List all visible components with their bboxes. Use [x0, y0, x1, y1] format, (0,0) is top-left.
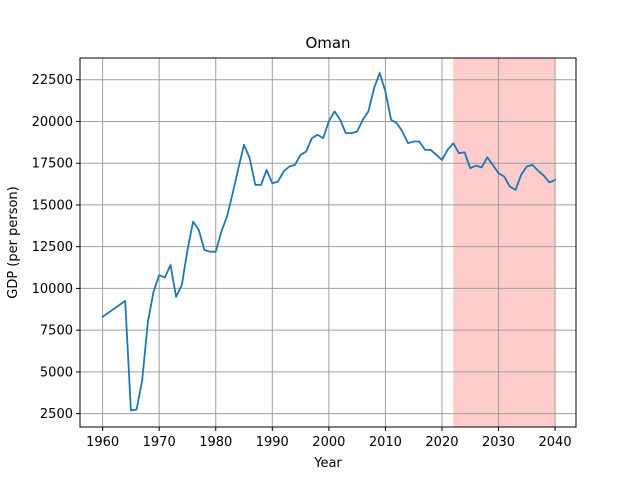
x-tick-label: 1960 [86, 435, 119, 450]
y-tick-label: 20000 [32, 115, 73, 130]
x-axis-ticks: 1960 1970 1980 1990 2000 2010 2020 2030 2040 [86, 427, 572, 450]
shaded-region-layer [453, 58, 556, 427]
y-tick-label: 15000 [32, 198, 73, 213]
x-tick-label: 1980 [199, 435, 232, 450]
shaded-region [453, 58, 556, 427]
chart-title: Oman [305, 34, 350, 52]
y-axis-label: GDP (per person) [6, 186, 21, 299]
x-tick-label: 1990 [256, 435, 289, 450]
y-tick-label: 12500 [32, 240, 73, 255]
plot-frame [79, 57, 577, 428]
y-axis-ticks: 2500 5000 7500 10000 12500 15000 17500 20000 225… [32, 73, 80, 422]
x-tick-label: 2010 [369, 435, 402, 450]
x-tick-label: 1970 [143, 435, 176, 450]
x-tick-label: 2020 [425, 435, 458, 450]
x-axis-label: Year [313, 456, 342, 471]
gdp-series-line [101, 72, 556, 412]
series-line-layer [101, 72, 556, 412]
y-tick-label: 17500 [32, 157, 73, 172]
y-tick-label: 2500 [40, 407, 73, 422]
x-tick-label: 2030 [482, 435, 515, 450]
x-tick-label: 2000 [312, 435, 345, 450]
x-tick-label: 2040 [539, 435, 572, 450]
y-tick-label: 7500 [40, 324, 73, 339]
y-tick-label: 10000 [32, 282, 73, 297]
y-tick-label: 22500 [32, 73, 73, 88]
y-tick-label: 5000 [40, 365, 73, 380]
